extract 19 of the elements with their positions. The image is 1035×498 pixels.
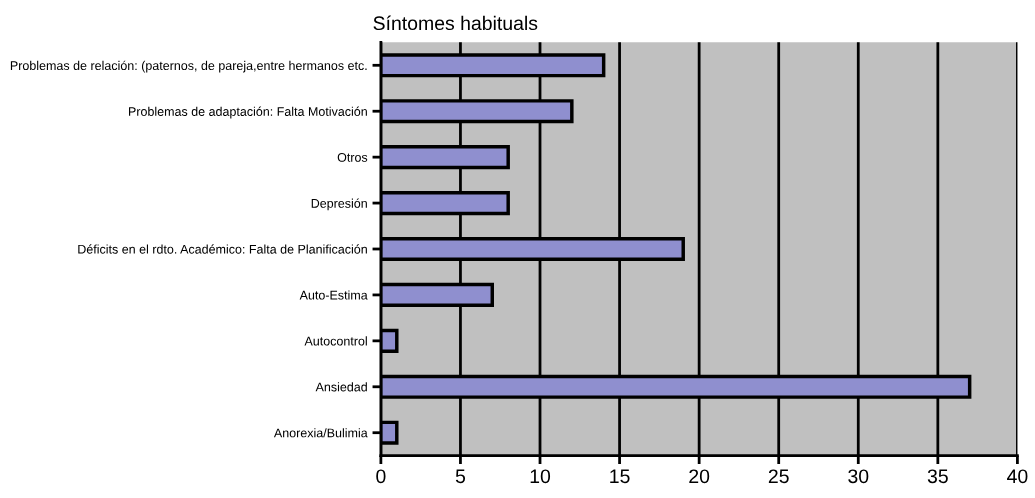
y-tick-label: Problemas de adaptación: Falta Motivación: [129, 106, 367, 119]
x-tick-label: 40: [1007, 469, 1028, 484]
y-tick-label: Problemas de relación: (paternos, de pareja,entre hermanos etc.: [10, 60, 367, 73]
y-tick-label: Anorexia/Bulimia: [273, 428, 368, 438]
x-tick-label: 0: [376, 469, 386, 484]
x-tick-label: 5: [455, 469, 466, 484]
x-tick-label: 10: [530, 469, 551, 484]
y-tick-label: Auto-Estima: [299, 290, 368, 300]
chart-title: Síntomes habituals: [373, 15, 538, 31]
y-tick-label: Autocontrol: [304, 336, 367, 346]
y-tick-label: Déficits en el rdto. Académico: Falta de Planificación: [78, 244, 367, 254]
x-tick-label: 20: [689, 469, 710, 484]
y-tick-label: Otros: [337, 152, 368, 162]
x-tick-label: 35: [927, 469, 948, 484]
x-tick-label: 25: [768, 469, 789, 484]
y-tick-label: Depresión: [311, 198, 367, 211]
x-tick-label: 15: [610, 469, 630, 484]
x-tick-label: 30: [848, 469, 869, 484]
y-tick-label: Ansiedad: [315, 382, 367, 392]
